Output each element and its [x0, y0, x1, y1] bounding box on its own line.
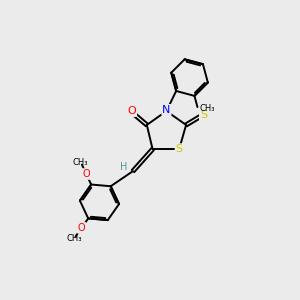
Text: O: O	[78, 223, 86, 233]
Text: O: O	[82, 169, 90, 179]
Text: CH₃: CH₃	[73, 158, 88, 166]
Text: CH₃: CH₃	[66, 234, 82, 243]
Text: H: H	[120, 162, 127, 172]
Text: CH₃: CH₃	[199, 104, 215, 113]
Text: N: N	[162, 105, 171, 115]
Text: O: O	[128, 106, 136, 116]
Text: S: S	[176, 144, 183, 154]
Text: S: S	[200, 110, 207, 119]
